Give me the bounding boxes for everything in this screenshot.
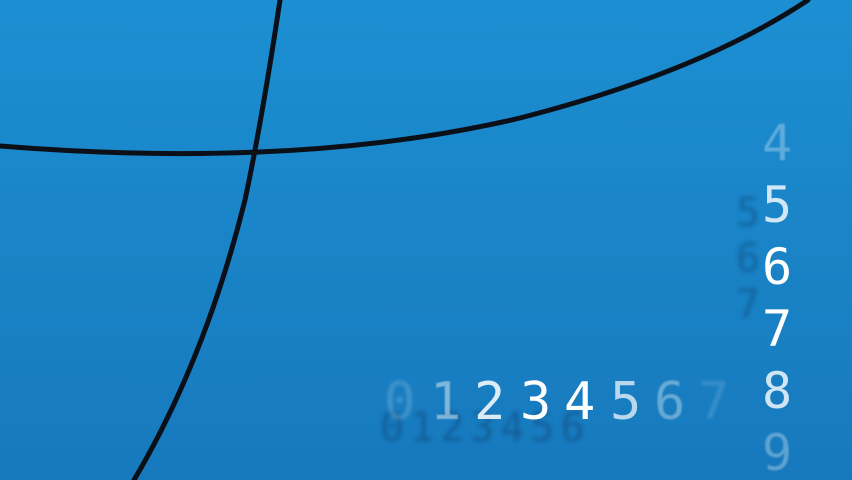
- row-digit-shadow: 0123456: [380, 405, 591, 451]
- row-digit-2: 2: [474, 372, 506, 432]
- column-digit-9: 9: [762, 424, 793, 480]
- row-digit-5: 5: [610, 372, 642, 432]
- row-digit-6: 6: [654, 372, 686, 432]
- row-digit-0: 0: [384, 372, 416, 432]
- column-digit-8: 8: [762, 362, 793, 420]
- column-digit-5: 5: [762, 176, 793, 234]
- row-digit-4: 4: [564, 372, 596, 432]
- vertical-arc: [131, 0, 283, 480]
- column-digit-6: 6: [762, 238, 793, 296]
- row-digit-7: 7: [698, 372, 730, 432]
- horizontal-arc: [0, 0, 811, 157]
- column-digit-4: 4: [762, 114, 793, 172]
- row-digit-1: 1: [430, 372, 462, 432]
- column-digit-7: 7: [762, 300, 793, 358]
- row-digit-3: 3: [520, 372, 552, 432]
